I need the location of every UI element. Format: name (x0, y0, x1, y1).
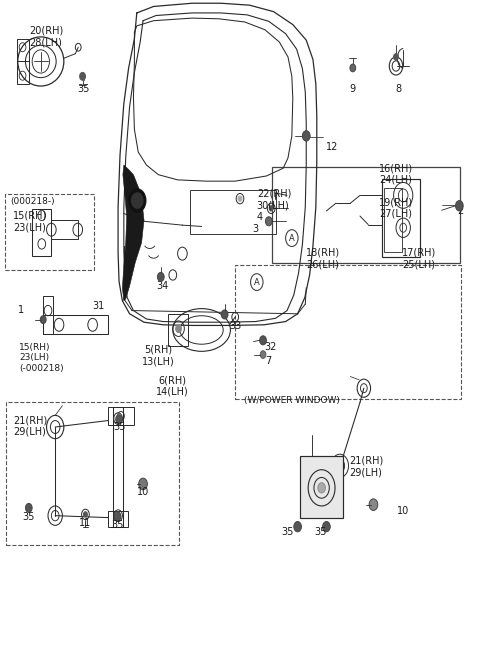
Text: 21(RH)
29(LH): 21(RH) 29(LH) (13, 415, 48, 437)
Bar (6, 402, 179, 545)
Bar (113, 407, 123, 527)
Text: 9: 9 (350, 84, 356, 94)
Circle shape (84, 512, 87, 517)
Text: 18(RH)
26(LH): 18(RH) 26(LH) (306, 248, 340, 269)
Bar (168, 314, 188, 346)
Text: 31: 31 (92, 301, 105, 311)
Text: 35: 35 (111, 520, 124, 529)
Bar (382, 179, 420, 257)
Text: 5(RH)
13(LH): 5(RH) 13(LH) (142, 345, 175, 366)
Circle shape (260, 351, 266, 358)
Text: 2: 2 (457, 206, 464, 215)
Text: 16(RH)
24(LH): 16(RH) 24(LH) (379, 163, 413, 184)
Text: (000218-): (000218-) (11, 197, 55, 206)
Circle shape (238, 196, 242, 201)
Circle shape (139, 478, 147, 490)
Bar (17, 39, 29, 84)
Text: 15(RH)
23(LH)
(-000218): 15(RH) 23(LH) (-000218) (19, 343, 64, 373)
Circle shape (323, 521, 330, 532)
Bar (235, 265, 461, 399)
Text: (W/POWER WINDOW): (W/POWER WINDOW) (244, 396, 340, 405)
Circle shape (132, 193, 143, 208)
Circle shape (129, 189, 146, 212)
Text: A: A (254, 278, 260, 287)
Text: 19(RH)
27(LH): 19(RH) 27(LH) (379, 197, 413, 219)
Circle shape (251, 274, 263, 291)
Circle shape (25, 503, 32, 512)
Circle shape (116, 415, 122, 424)
Text: 33: 33 (229, 321, 242, 331)
Text: 35: 35 (281, 527, 293, 537)
Circle shape (302, 131, 310, 141)
Bar (108, 407, 134, 425)
Text: 20(RH)
28(LH): 20(RH) 28(LH) (29, 26, 63, 47)
Text: 35: 35 (78, 84, 90, 94)
Text: 32: 32 (264, 342, 276, 351)
Bar (43, 315, 108, 334)
Circle shape (269, 206, 273, 211)
Circle shape (456, 201, 463, 211)
Circle shape (286, 230, 298, 247)
Circle shape (369, 499, 378, 510)
Polygon shape (122, 165, 144, 301)
Text: A: A (289, 234, 295, 243)
Circle shape (260, 336, 266, 345)
Circle shape (294, 521, 301, 532)
Text: 17(RH)
25(LH): 17(RH) 25(LH) (402, 248, 436, 269)
Text: 8: 8 (396, 84, 401, 94)
Circle shape (40, 316, 46, 324)
Bar (272, 167, 460, 263)
Text: 11: 11 (79, 518, 92, 527)
Bar (32, 209, 51, 256)
Text: 22(RH)
30(LH): 22(RH) 30(LH) (257, 189, 291, 210)
Text: 34: 34 (156, 281, 168, 291)
Text: 35: 35 (23, 512, 35, 522)
Circle shape (221, 310, 228, 319)
Circle shape (394, 54, 398, 60)
Circle shape (350, 64, 356, 72)
Circle shape (114, 512, 121, 521)
Bar (5, 194, 94, 270)
Bar (384, 188, 402, 252)
Text: 35: 35 (113, 422, 125, 432)
Text: 10: 10 (397, 506, 409, 516)
Text: 3: 3 (252, 224, 258, 234)
Bar (300, 456, 343, 518)
Bar (108, 511, 128, 527)
Bar (190, 190, 276, 234)
Text: 15(RH)
23(LH): 15(RH) 23(LH) (13, 211, 48, 232)
Text: 6(RH)
14(LH): 6(RH) 14(LH) (156, 375, 189, 397)
Text: 7: 7 (265, 356, 271, 366)
Text: 1: 1 (18, 305, 24, 315)
Bar (51, 220, 78, 239)
Text: 35: 35 (314, 527, 327, 537)
Circle shape (318, 483, 325, 493)
Circle shape (265, 217, 272, 226)
Text: 12: 12 (326, 142, 339, 152)
Circle shape (157, 272, 164, 281)
Circle shape (176, 325, 181, 333)
Circle shape (80, 72, 85, 80)
Text: 10: 10 (137, 487, 149, 497)
Text: 4: 4 (257, 212, 263, 222)
Bar (43, 296, 53, 334)
Text: 21(RH)
29(LH): 21(RH) 29(LH) (349, 455, 384, 477)
